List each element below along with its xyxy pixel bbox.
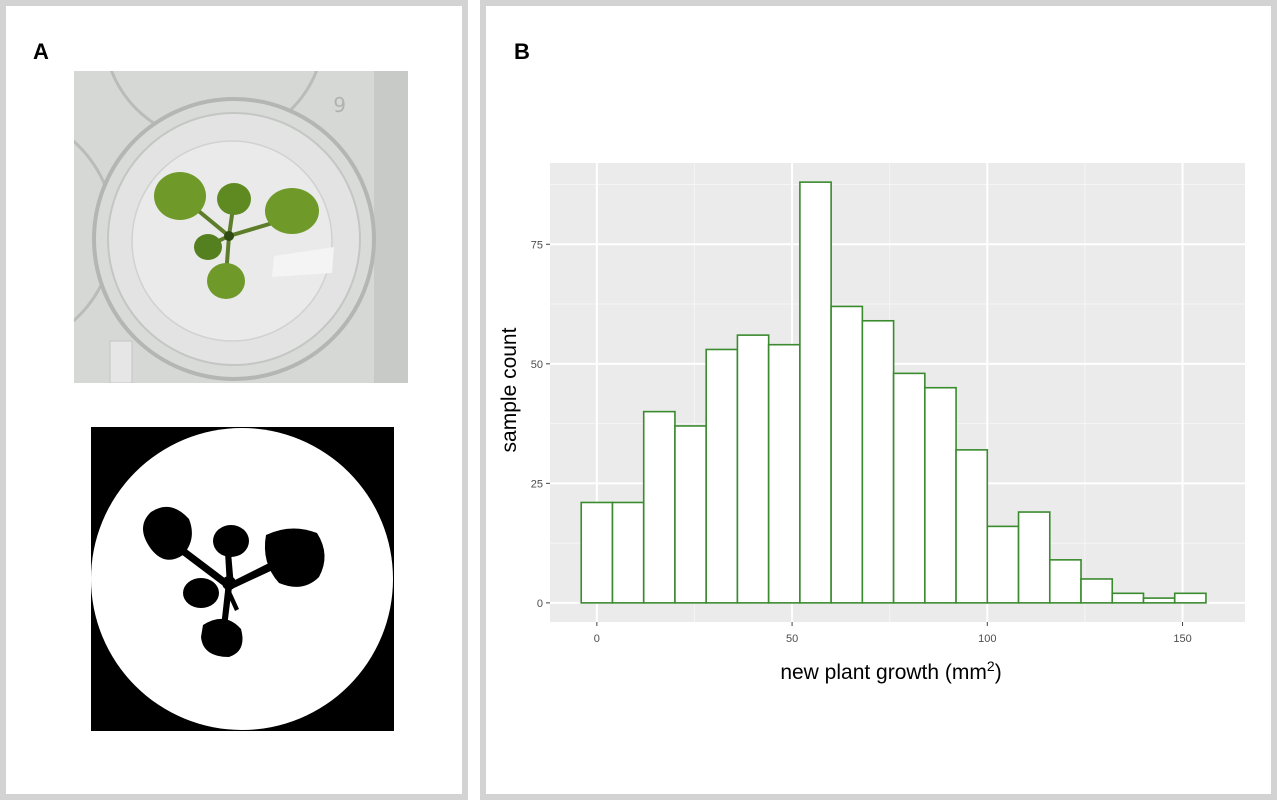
y-axis-title: sample count — [498, 327, 521, 452]
panel-b-label: B — [514, 39, 530, 64]
x-tick-label: 0 — [594, 633, 600, 645]
x-axis-title-superscript: 2 — [987, 658, 995, 674]
panel-a: A 6 — [0, 0, 468, 800]
histogram-bar — [705, 348, 739, 604]
x-tick-label: 100 — [978, 633, 996, 645]
segmentation-mask — [91, 427, 394, 731]
x-axis-title: new plant growth (mm2) — [780, 658, 1001, 684]
x-tick-label: 50 — [786, 633, 798, 645]
histogram-bar — [1111, 592, 1145, 604]
histogram-bar — [736, 334, 770, 604]
y-tick-label: 0 — [537, 598, 543, 610]
panel-a-label: A — [33, 39, 49, 64]
histogram-bar — [924, 386, 957, 604]
histogram-bar — [799, 181, 832, 604]
histogram-bar — [674, 425, 707, 604]
y-tick-label: 25 — [531, 478, 543, 490]
x-axis-ticks: 0 50 100 150 — [594, 622, 1192, 645]
y-tick-label: 75 — [531, 239, 543, 251]
svg-text:6: 6 — [333, 92, 346, 116]
histogram-bar — [767, 343, 801, 604]
y-tick-label: 50 — [531, 359, 543, 371]
histogram-bar — [861, 319, 895, 604]
histogram-bar — [955, 449, 989, 604]
histogram-bar — [1173, 592, 1207, 604]
histogram-bar — [1048, 559, 1082, 604]
x-axis-title-suffix: ) — [995, 661, 1002, 684]
histogram-bar — [1017, 511, 1051, 604]
histogram-bar — [986, 525, 1020, 604]
x-tick-label: 150 — [1173, 633, 1191, 645]
histogram-bar — [830, 305, 864, 604]
histogram-bar — [892, 372, 926, 604]
x-axis-title-main: new plant growth (mm — [780, 661, 987, 684]
histogram-bar — [1142, 597, 1176, 604]
y-axis-ticks: 0 25 50 75 — [531, 239, 550, 610]
histogram-chart: 0 25 50 75 0 50 100 150 sample count new plant… — [498, 163, 1245, 684]
histogram-bar — [611, 501, 645, 604]
panel-b: B 0 25 50 75 0 50 100 150 sample count new pla… — [480, 0, 1277, 800]
histogram-bars — [580, 181, 1207, 604]
histogram-bar — [642, 410, 676, 604]
histogram-bar — [1080, 578, 1114, 604]
seedling-photo: 6 — [74, 71, 408, 383]
histogram-bar — [580, 501, 614, 604]
